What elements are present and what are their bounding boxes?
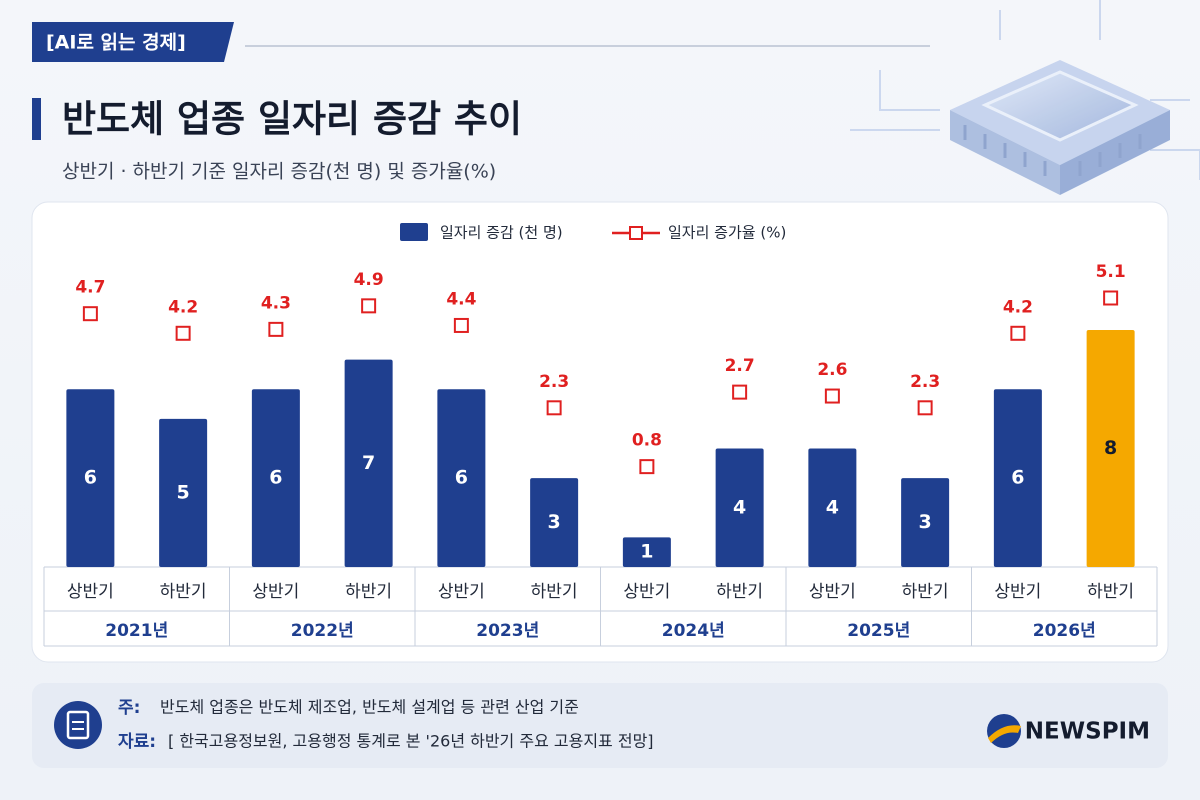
line-value-label: 4.3 [261, 293, 291, 313]
line-marker [546, 400, 562, 416]
line-marker [1010, 325, 1026, 341]
bar [159, 418, 208, 567]
note: 반도체 업종은 반도체 제조업, 반도체 설계업 등 관련 산업 기준 [160, 698, 579, 717]
x-tick-label: 하반기 [716, 582, 763, 602]
line-value-label: 2.6 [817, 360, 847, 380]
bar [993, 389, 1042, 567]
line-value-label: 2.3 [910, 372, 940, 392]
line-value-label: 4.9 [354, 270, 384, 290]
line-marker [732, 384, 748, 400]
group-label: 2021년 [105, 621, 168, 641]
subtitle: 상반기 · 하반기 기준 일자리 증감(천 명) 및 증가율(%) [62, 161, 496, 183]
title: 반도체 업종 일자리 증감 추이 [62, 98, 522, 141]
line-value-label: 5.1 [1096, 262, 1126, 282]
note-icon-lines [72, 721, 84, 730]
logo-swoosh [988, 725, 1021, 743]
group-label: 2025년 [847, 621, 910, 641]
logo: NEWSPIM [1025, 719, 1150, 745]
bar-value-label: 6 [84, 467, 97, 489]
x-tick-label: 하반기 [1087, 582, 1134, 602]
line-value-label: 2.7 [725, 356, 755, 376]
x-tick-label: 상반기 [809, 582, 856, 602]
bar [344, 359, 393, 567]
chart-card [31, 201, 1169, 663]
bar [1086, 330, 1135, 567]
bar-value-label: 6 [455, 467, 468, 489]
line-marker [1103, 290, 1119, 306]
bar-value-label: 6 [269, 467, 282, 489]
x-tick-label: 상반기 [67, 582, 114, 602]
bar-value-label: 7 [362, 452, 375, 474]
bar-value-label: 4 [733, 496, 746, 518]
legend-label: 일자리 증가율 (%) [668, 224, 786, 242]
group-label: 2022년 [291, 621, 354, 641]
note-label: 주: [118, 698, 140, 718]
line-value-label: 4.2 [1003, 297, 1033, 317]
legend-label: 일자리 증감 (천 명) [440, 224, 563, 242]
line-value-label: 4.4 [446, 289, 476, 309]
x-tick-label: 상반기 [623, 582, 670, 602]
bar [530, 478, 579, 567]
line-marker [82, 306, 98, 322]
x-tick-label: 상반기 [438, 582, 485, 602]
tag-box [32, 22, 234, 62]
source: [ 한국고용정보원, 고용행정 통계로 본 '26년 하반기 주요 고용지표 전… [168, 732, 654, 751]
group-label: 2024년 [662, 621, 725, 641]
note-icon-sheet [66, 710, 90, 740]
line-marker [453, 317, 469, 333]
bar [622, 537, 671, 567]
x-tick-label: 하반기 [160, 582, 207, 602]
bar-value-label: 5 [177, 481, 190, 503]
group-label: 2023년 [476, 621, 539, 641]
title-bar [32, 98, 41, 140]
x-tick-label: 하반기 [902, 582, 949, 602]
bar-value-label: 4 [826, 496, 839, 518]
chip-illustration [850, 0, 1200, 195]
line-marker [268, 321, 284, 337]
group-label: 2026년 [1033, 621, 1096, 641]
x-tick-label: 상반기 [994, 582, 1041, 602]
bar-value-label: 1 [640, 541, 653, 563]
tag: [AI로 읽는 경제] [46, 32, 186, 54]
plot: 일자리 증감 (천 명) 일자리 증가율 (%) 2021년 2022년 2023년 20… [43, 223, 1158, 647]
note-icon [54, 701, 102, 749]
line-marker [917, 400, 933, 416]
line-marker [639, 459, 655, 475]
footer-box [32, 683, 1168, 768]
line-value-label: 4.2 [168, 297, 198, 317]
line-value-label: 2.3 [539, 372, 569, 392]
bar-value-label: 3 [548, 511, 561, 533]
bar [437, 389, 486, 567]
bar-value-label: 6 [1011, 467, 1024, 489]
x-tick-label: 하반기 [345, 582, 392, 602]
x-tick-label: 상반기 [252, 582, 299, 602]
bar-value-label: 3 [919, 511, 932, 533]
line-marker [361, 298, 377, 314]
x-tick-label: 하반기 [531, 582, 578, 602]
legend-swatch [400, 223, 428, 241]
line-marker [824, 388, 840, 404]
bar [66, 389, 115, 567]
bar-value-label: 8 [1104, 437, 1117, 459]
line-marker [175, 325, 191, 341]
bar [251, 389, 300, 567]
bar [715, 448, 764, 567]
bar [808, 448, 857, 567]
line-value-label: 4.7 [75, 278, 105, 298]
source-label: 자료: [118, 732, 156, 752]
legend-marker [629, 226, 643, 240]
line-value-label: 0.8 [632, 431, 662, 451]
bar [901, 478, 950, 567]
